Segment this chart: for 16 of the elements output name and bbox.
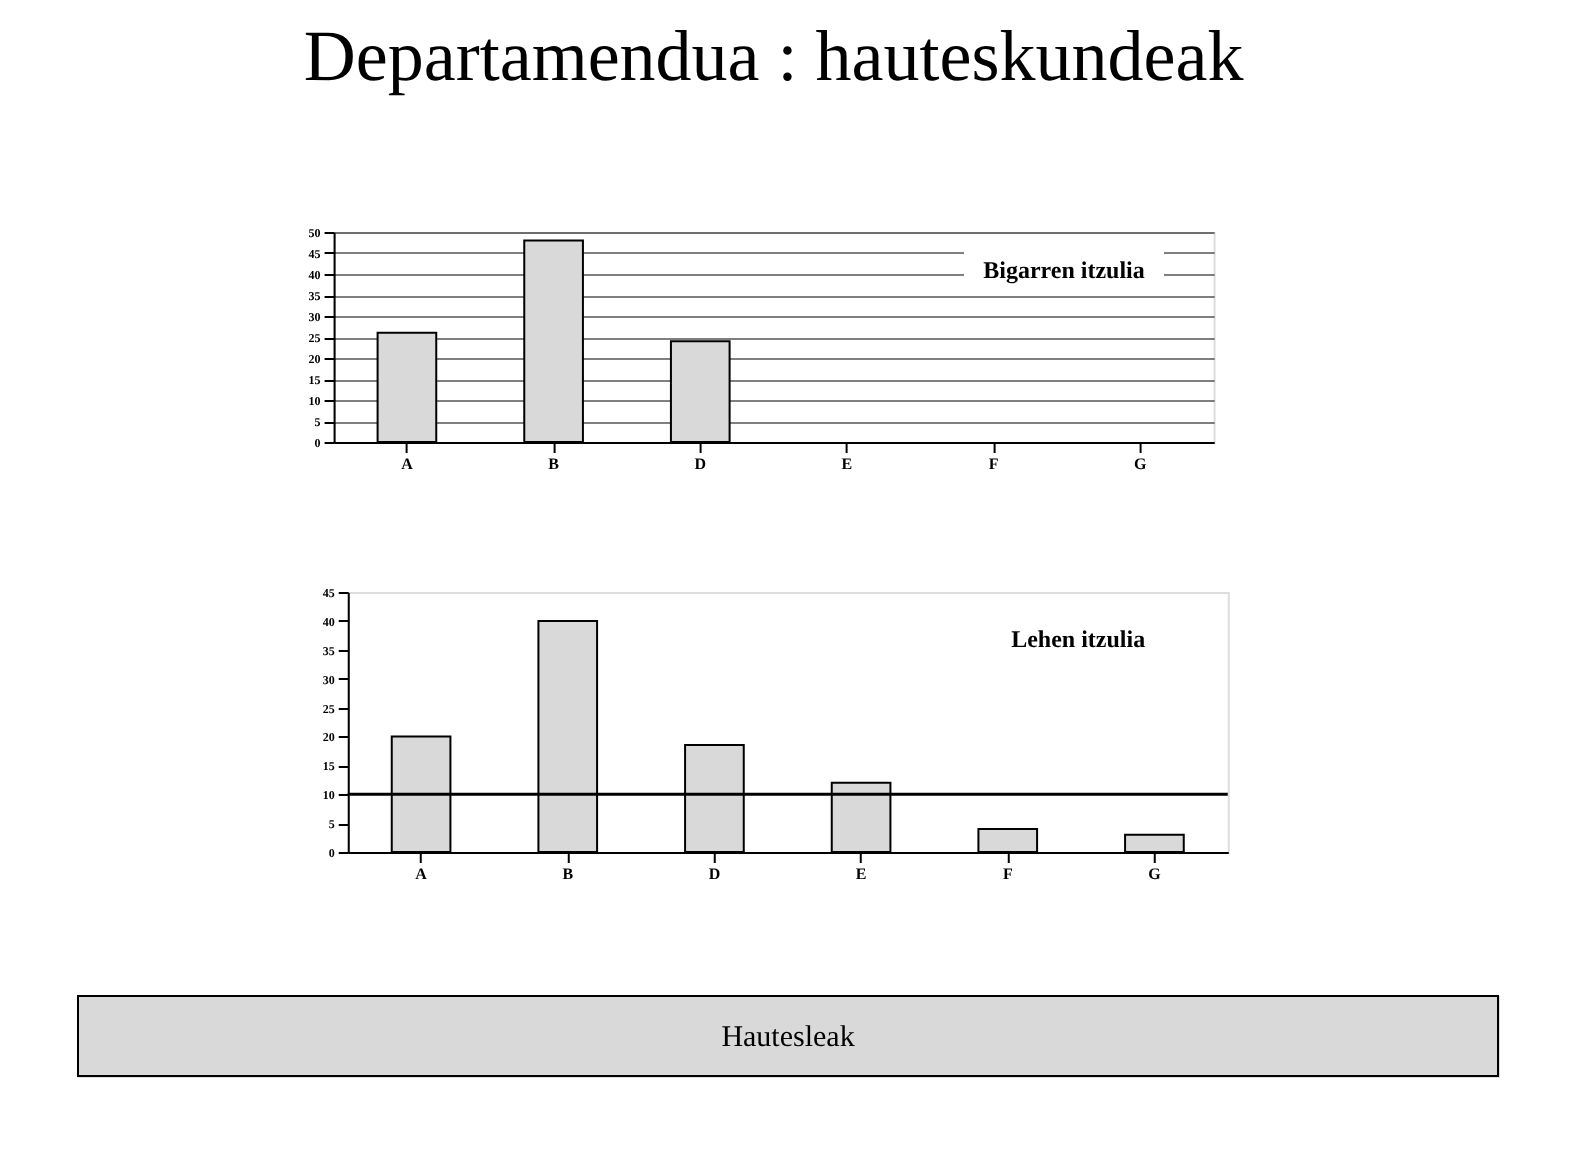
x-tick-label: A: [401, 455, 414, 473]
x-tick-label: B: [548, 455, 561, 473]
x-tick-label: B: [562, 865, 575, 883]
x-tick-label: G: [1134, 455, 1147, 473]
x-tick-label: G: [1148, 865, 1161, 883]
text: Hautesleak: [721, 1022, 856, 1054]
x-tick-label: E: [841, 455, 853, 473]
annotation: Lehen itzulia: [1011, 624, 1146, 653]
x-tick-label: D: [708, 865, 721, 883]
x-tick-label: E: [855, 865, 867, 883]
annotation: Bigarren itzulia: [983, 255, 1145, 284]
x-tick-label: D: [694, 455, 707, 473]
x-tick-label: A: [415, 865, 428, 883]
x-tick-label: F: [1002, 865, 1013, 883]
x-tick-label: F: [988, 455, 999, 473]
chart-title: Departamendua : hauteskundeak: [303, 16, 1244, 96]
